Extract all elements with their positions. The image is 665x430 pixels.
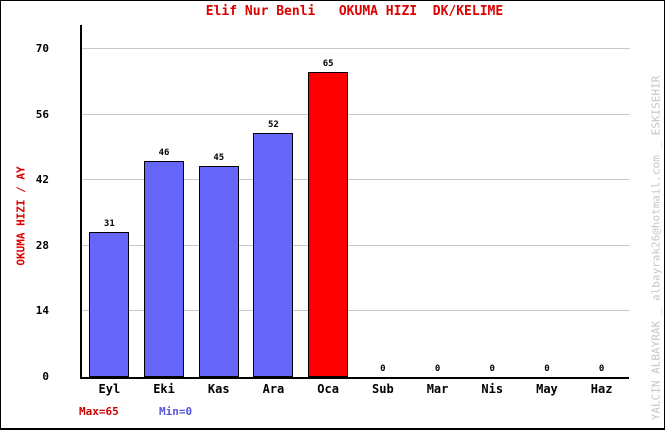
bar-ara: [253, 133, 294, 377]
y-tick-label-0: 0: [42, 370, 49, 383]
y-tick-label-28: 28: [35, 238, 49, 252]
bar-value-label-mar: 0: [434, 364, 441, 374]
gridline-70: [82, 48, 630, 49]
x-axis-category-labels: Eyl Eki Kas Ara Oca Sub Mar Nis May Haz: [82, 382, 629, 398]
x-label-kas: Kas: [207, 382, 230, 396]
y-tick-label-42: 42: [35, 173, 49, 187]
gridline-56: [82, 113, 630, 115]
bar-value-label-eyl: 31: [103, 219, 115, 229]
x-label-haz: Haz: [590, 382, 613, 396]
bar-oca: [308, 72, 349, 377]
gridline-14: [82, 310, 630, 312]
x-label-oca: Oca: [317, 382, 339, 396]
x-label-mar: Mar: [426, 382, 449, 396]
gridline-28: [82, 244, 630, 246]
bar-value-label-oca: 65: [322, 59, 334, 69]
chart-title: Elif Nur Benli OKUMA HIZI DK/KELIME: [205, 4, 504, 19]
bar-eyl: [89, 232, 130, 377]
x-label-eyl: Eyl: [98, 382, 121, 396]
gridline-42: [82, 179, 630, 181]
bar-value-label-eki: 46: [158, 148, 170, 158]
x-label-may: May: [536, 382, 558, 396]
x-label-nis: Nis: [481, 382, 504, 396]
bar-value-label-haz: 0: [598, 364, 605, 374]
min-annotation: Min=0: [159, 405, 193, 418]
watermark-text: YALCIN ALBAYRAK _ albayrak26@hotmail.com…: [649, 75, 663, 421]
x-label-eki: Eki: [153, 382, 175, 396]
bar-value-label-kas: 45: [213, 153, 225, 163]
y-tick-label-56: 56: [35, 107, 49, 121]
bar-value-label-may: 0: [544, 364, 550, 374]
max-annotation: Max=65: [79, 405, 119, 418]
bar-value-label-nis: 0: [489, 364, 495, 374]
bar-eki: [144, 161, 185, 377]
bar-kas: [198, 166, 239, 377]
y-tick-label-70: 70: [35, 42, 49, 55]
plot-area: 31 46 45 52 65 0 0 0 0 0: [80, 25, 630, 379]
bar-value-label-sub: 0: [380, 364, 386, 374]
y-tick-label-14: 14: [35, 304, 49, 318]
x-label-ara: Ara: [262, 382, 285, 396]
x-label-sub: Sub: [372, 382, 394, 396]
bar-value-label-ara: 52: [268, 120, 279, 130]
